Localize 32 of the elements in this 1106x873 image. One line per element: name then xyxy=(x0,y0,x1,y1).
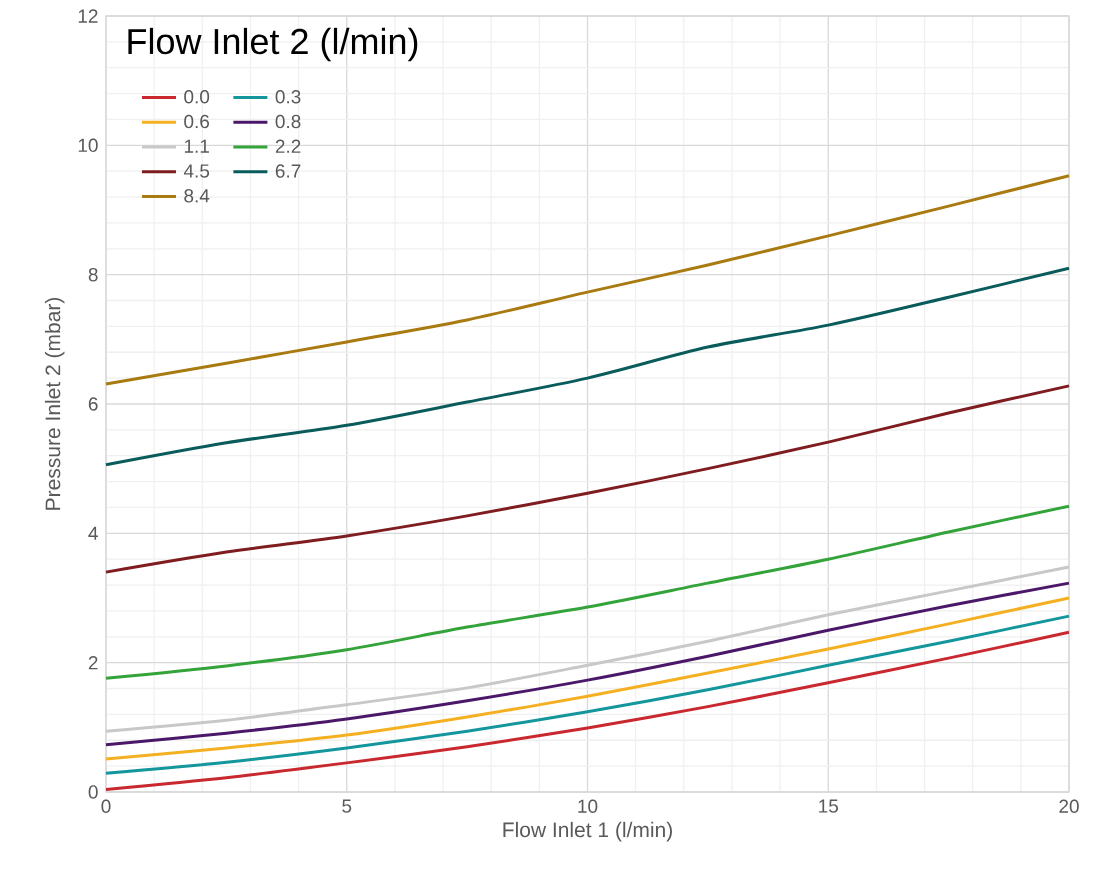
y-tick-label: 10 xyxy=(78,138,98,153)
x-axis-title: Flow Inlet 1 (l/min) xyxy=(503,821,672,842)
legend-label: 2.2 xyxy=(275,139,301,153)
line-series xyxy=(104,596,1071,761)
legend-label: 6.7 xyxy=(275,164,301,178)
y-tick-label: 4 xyxy=(88,526,98,540)
y-axis-title: Pressure Inlet 2 (mbar) xyxy=(44,297,65,510)
y-tick-label: 6 xyxy=(88,397,98,411)
y-tick-label: 8 xyxy=(88,267,98,282)
x-tick-label: 10 xyxy=(578,799,598,813)
y-tick-label: 0 xyxy=(88,785,98,799)
line-series xyxy=(104,504,1071,680)
line-series xyxy=(104,565,1071,733)
legend-label: 0.8 xyxy=(275,114,301,129)
legend-label: 0.6 xyxy=(184,114,210,129)
legend-label: 0.3 xyxy=(275,90,301,104)
y-tick-label: 12 xyxy=(78,9,98,23)
x-tick-label: 15 xyxy=(819,799,839,813)
y-tick-label: 2 xyxy=(88,656,98,670)
line-series xyxy=(104,614,1071,775)
legend-label: 0.0 xyxy=(184,90,210,104)
legend-label: 8.4 xyxy=(184,189,210,203)
line-series xyxy=(104,266,1071,467)
line-series xyxy=(104,630,1071,791)
legend-label: 1.1 xyxy=(184,139,209,153)
x-tick-label: 20 xyxy=(1059,799,1079,813)
legend-label: 4.5 xyxy=(183,164,210,178)
line-series xyxy=(104,581,1071,747)
legend-title: Flow Inlet 2 (l/min) xyxy=(128,27,418,62)
line-series xyxy=(104,384,1071,574)
x-tick-label: 0 xyxy=(101,799,111,813)
x-tick-label: 5 xyxy=(342,799,352,813)
